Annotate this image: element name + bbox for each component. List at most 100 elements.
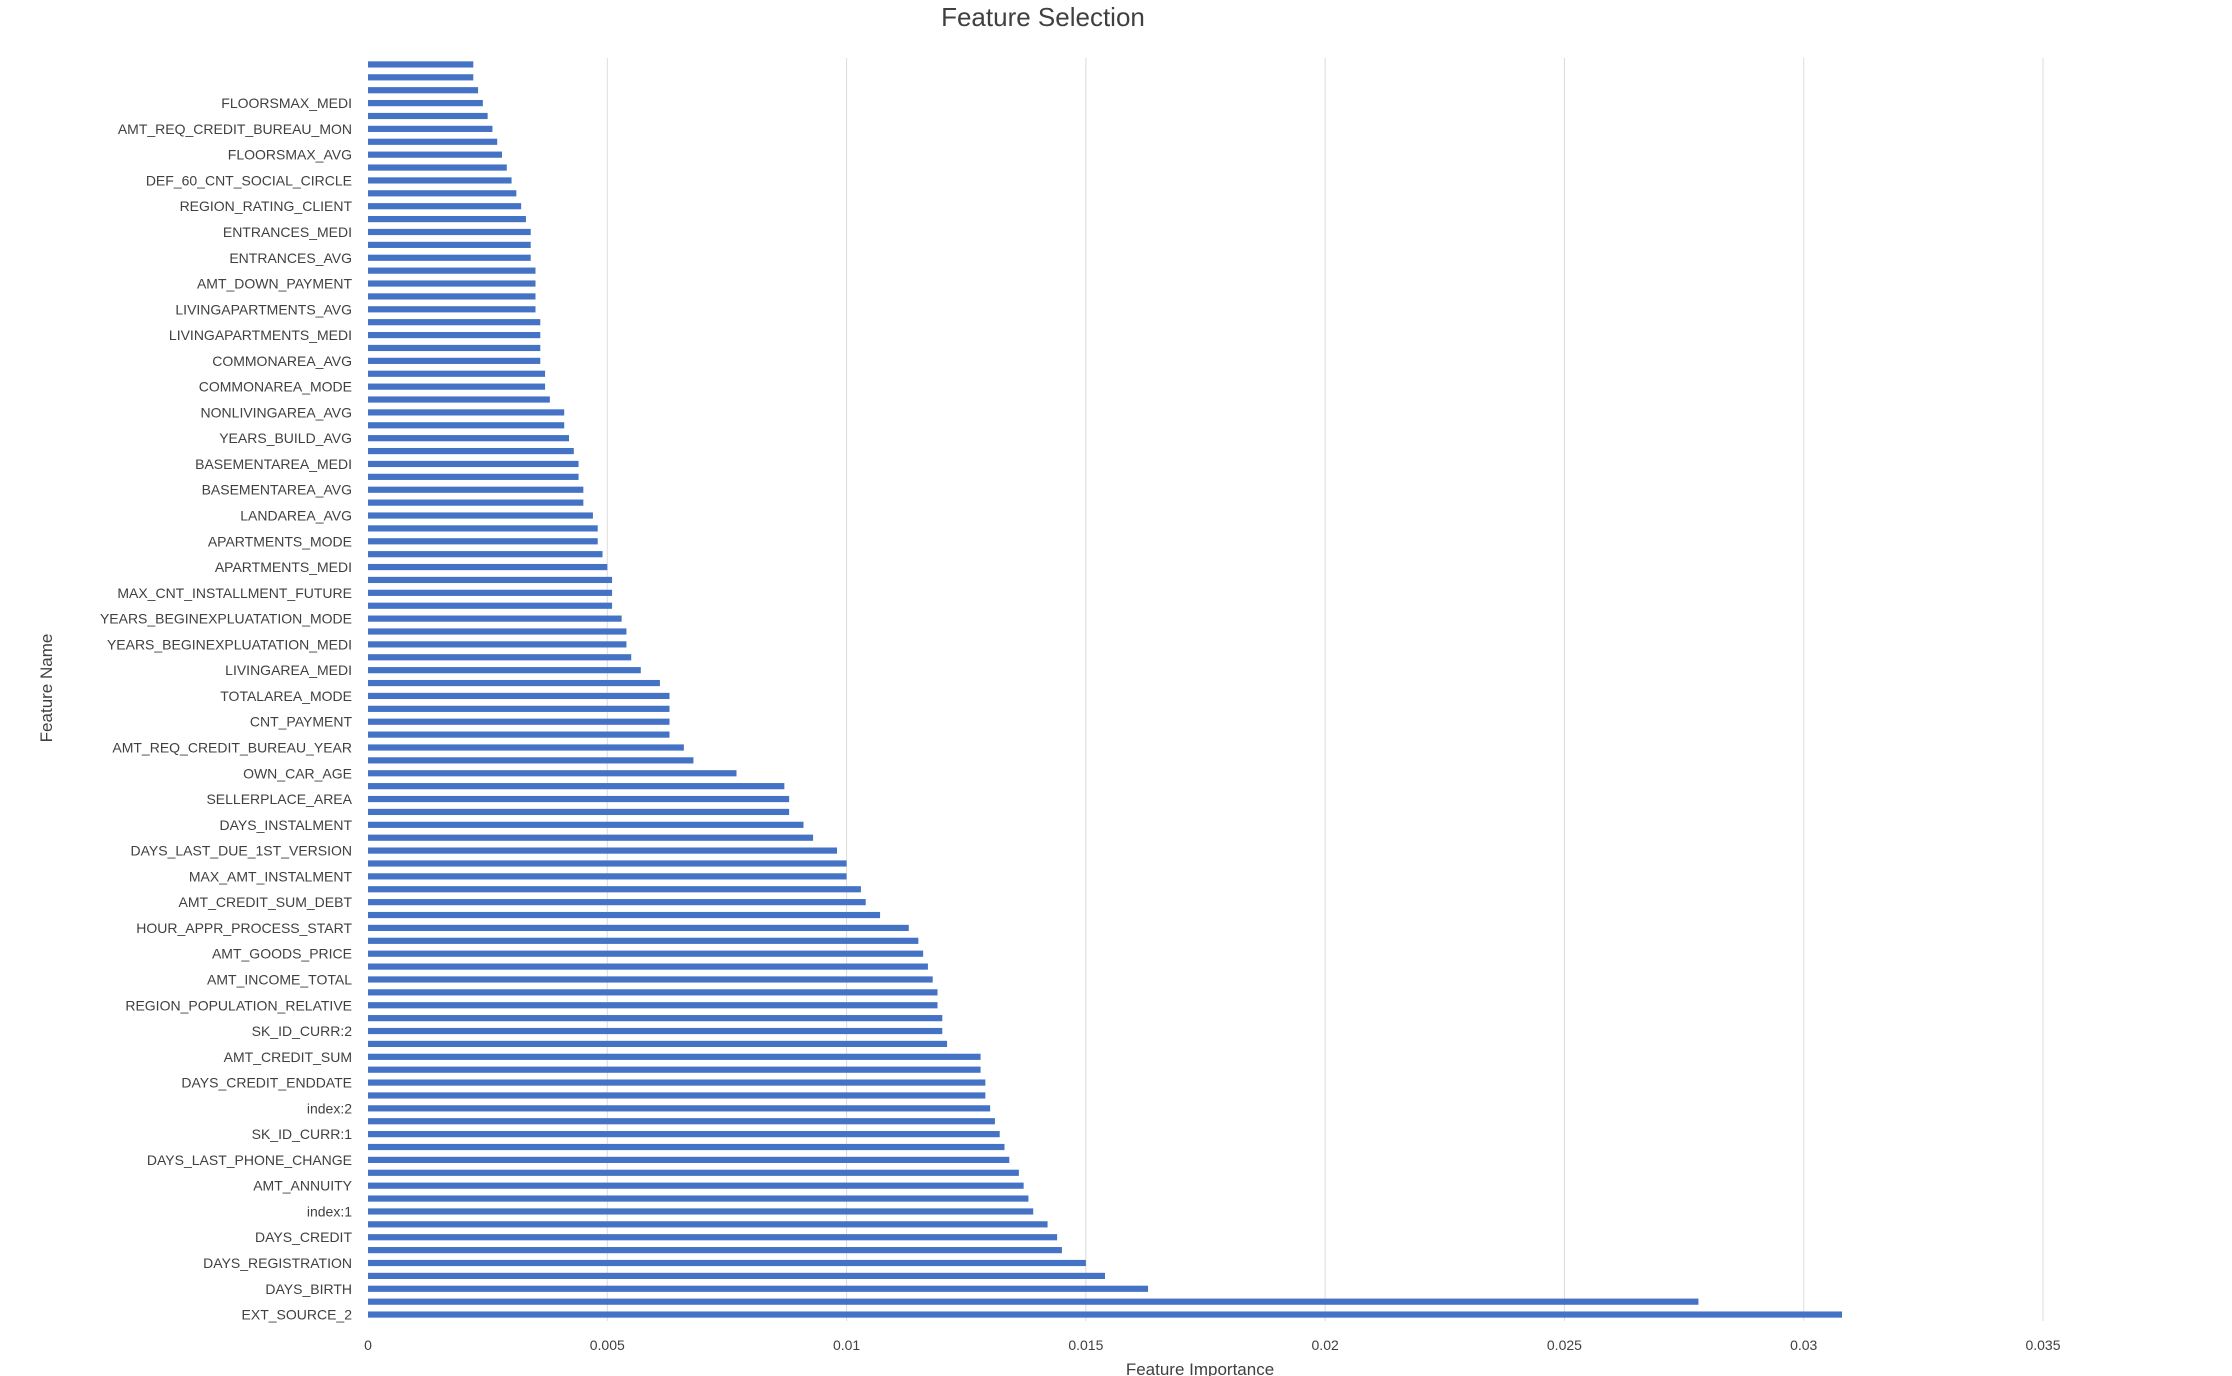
category-label: SK_ID_CURR:2: [252, 1023, 353, 1039]
bar: [368, 1079, 986, 1086]
category-label: AMT_DOWN_PAYMENT: [197, 276, 352, 292]
bar: [368, 551, 603, 558]
chart-title: Feature Selection: [941, 2, 1145, 32]
bar: [368, 576, 613, 584]
category-label: BASEMENTAREA_AVG: [202, 482, 352, 498]
category-label: TOTALAREA_MODE: [220, 688, 352, 704]
bar: [368, 950, 924, 957]
category-label: YEARS_BEGINEXPLUATATION_MODE: [100, 611, 352, 627]
category-label: APARTMENTS_MEDI: [215, 559, 352, 575]
bar: [368, 396, 550, 403]
category-label: LIVINGAPARTMENTS_MEDI: [169, 327, 352, 343]
category-label: DAYS_CREDIT: [255, 1229, 352, 1245]
category-label: EXT_SOURCE_2: [242, 1307, 353, 1323]
bar: [368, 74, 474, 81]
category-label: SK_ID_CURR:1: [252, 1126, 353, 1142]
bar: [368, 87, 479, 94]
bar: [368, 641, 627, 648]
category-label: DAYS_REGISTRATION: [203, 1255, 352, 1271]
bar: [368, 628, 627, 635]
bar: [368, 293, 536, 300]
bar: [368, 860, 847, 867]
bar: [368, 241, 531, 248]
category-label: NONLIVINGAREA_AVG: [201, 404, 352, 420]
bar: [368, 847, 837, 854]
bar: [368, 228, 531, 236]
bar: [368, 203, 522, 210]
category-labels: EXT_SOURCE_2 DAYS_BIRTH DAYS_REGISTRATION D…: [100, 95, 353, 1322]
category-label: BASEMENTAREA_MEDI: [195, 456, 352, 472]
bar: [368, 473, 579, 480]
bar: [368, 216, 526, 223]
category-label: YEARS_BEGINEXPLUATATION_MEDI: [107, 636, 352, 652]
category-label: FLOORSMAX_AVG: [228, 147, 352, 163]
bar: [368, 164, 507, 171]
bar: [368, 834, 814, 841]
gridlines: [606, 58, 2044, 1321]
bar: [368, 1092, 986, 1099]
bar: [368, 525, 598, 532]
bar: [368, 1208, 1034, 1215]
bar: [368, 1285, 1149, 1292]
bar: [368, 705, 670, 712]
category-label: DEF_60_CNT_SOCIAL_CIRCLE: [146, 172, 352, 188]
bar: [368, 138, 498, 145]
bar: [368, 615, 622, 622]
bar: [368, 280, 536, 287]
bar: [368, 499, 584, 506]
bar: [368, 1002, 938, 1009]
bars: [368, 61, 1842, 1318]
bar: [368, 1182, 1024, 1189]
bar: [368, 899, 866, 906]
bar: [368, 177, 512, 184]
bar: [368, 937, 919, 944]
category-label: OWN_CAR_AGE: [243, 765, 352, 781]
category-label: LIVINGAREA_MEDI: [225, 662, 352, 678]
bar: [368, 679, 660, 687]
bar: [368, 151, 502, 158]
bar: [368, 512, 593, 519]
category-label: LANDAREA_AVG: [240, 508, 352, 524]
category-label: DAYS_LAST_PHONE_CHANGE: [147, 1152, 352, 1168]
bar: [368, 538, 598, 545]
bar: [368, 989, 938, 996]
bar: [368, 911, 881, 919]
category-label: CNT_PAYMENT: [250, 714, 353, 730]
bar: [368, 808, 790, 816]
category-label: YEARS_BUILD_AVG: [219, 430, 352, 446]
bar: [368, 1015, 943, 1022]
bar: [368, 821, 804, 828]
category-label: SELLERPLACE_AREA: [206, 791, 352, 807]
x-tick-label: 0.015: [1068, 1337, 1103, 1353]
category-label: index:1: [307, 1203, 352, 1219]
y-axis-title: Feature Name: [37, 634, 56, 743]
bar: [368, 770, 737, 777]
bar: [368, 602, 613, 609]
category-label: AMT_REQ_CREDIT_BUREAU_YEAR: [112, 739, 352, 755]
bar: [368, 190, 517, 197]
bar: [368, 1259, 1086, 1267]
bar: [368, 718, 670, 725]
bar: [368, 744, 684, 751]
x-tick-label: 0.03: [1790, 1337, 1817, 1353]
bar: [368, 963, 928, 970]
bar: [368, 100, 483, 107]
bar: [368, 447, 574, 455]
x-tick-label: 0.005: [590, 1337, 625, 1353]
bar: [368, 331, 541, 339]
bar: [368, 1156, 1010, 1163]
bar: [368, 886, 861, 893]
bar: [368, 589, 613, 596]
bar: [368, 757, 694, 764]
bar: [368, 486, 584, 493]
category-label: COMMONAREA_MODE: [199, 379, 352, 395]
bar: [368, 1195, 1029, 1202]
x-tick-label: 0.02: [1312, 1337, 1339, 1353]
category-label: DAYS_BIRTH: [265, 1281, 352, 1297]
category-label: AMT_INCOME_TOTAL: [207, 971, 352, 987]
bar: [368, 383, 546, 390]
category-label: FLOORSMAX_MEDI: [221, 95, 352, 111]
category-label: AMT_REQ_CREDIT_BUREAU_MON: [118, 121, 352, 137]
bar: [368, 1169, 1019, 1176]
